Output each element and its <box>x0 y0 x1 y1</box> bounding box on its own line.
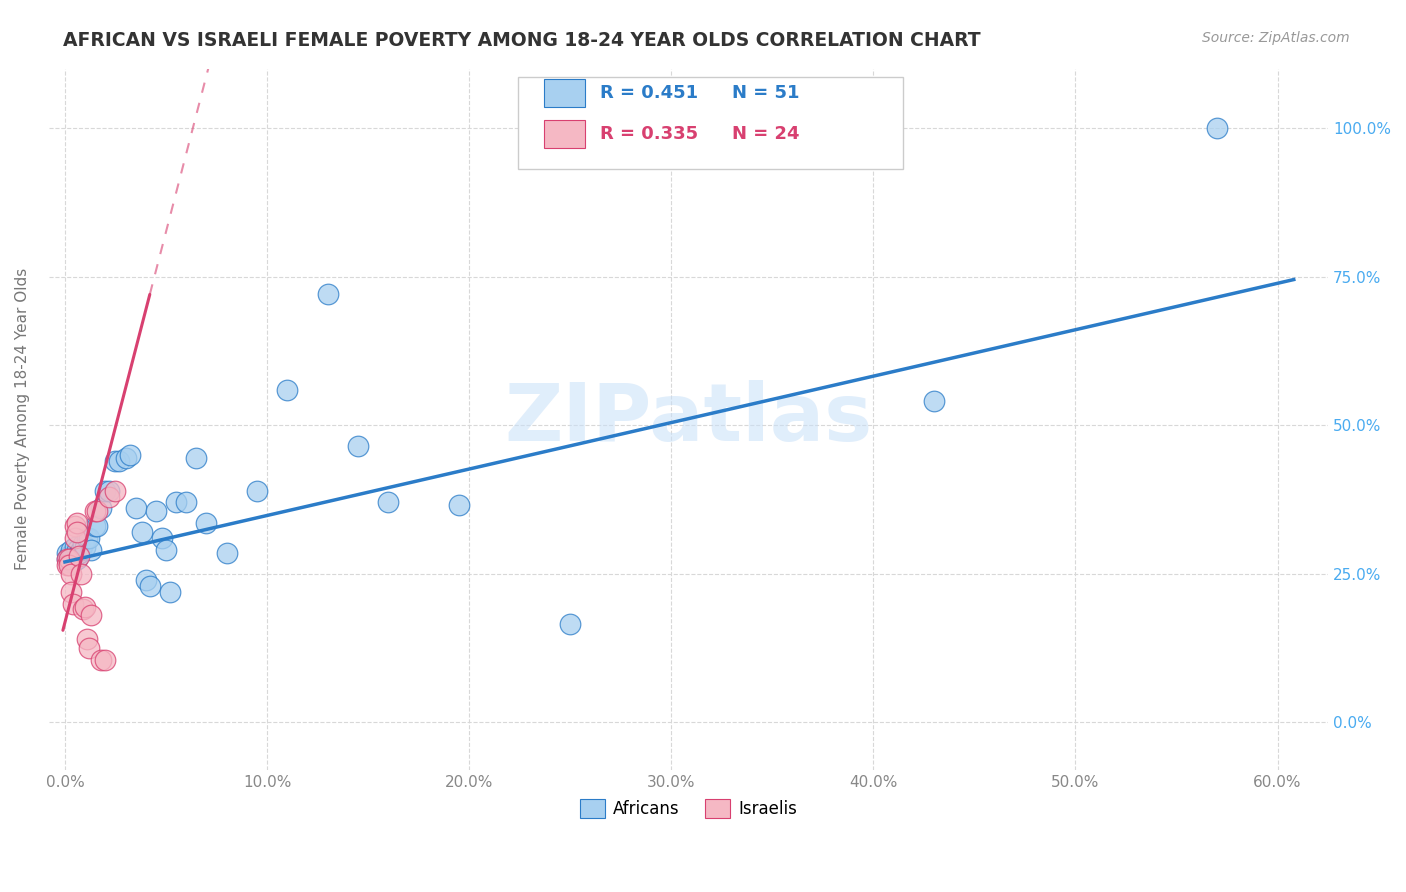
FancyBboxPatch shape <box>519 77 904 169</box>
Point <box>84 504 107 518</box>
Y-axis label: Female Poverty Among 18-24 Year Olds: Female Poverty Among 18-24 Year Olds <box>15 268 30 570</box>
Point <box>98 483 121 498</box>
Point <box>59 584 82 599</box>
Point <box>59 566 82 581</box>
Point <box>114 450 136 465</box>
Point <box>59 543 82 558</box>
Point <box>215 546 238 560</box>
Point <box>56 546 79 560</box>
Point <box>118 448 141 462</box>
Point <box>62 549 84 563</box>
Point <box>316 287 339 301</box>
Legend: Africans, Israelis: Africans, Israelis <box>574 792 804 825</box>
Point <box>76 531 98 545</box>
Point <box>922 394 945 409</box>
Point <box>72 537 94 551</box>
Point <box>104 483 127 498</box>
Point <box>150 531 173 545</box>
Text: N = 24: N = 24 <box>733 125 800 143</box>
Point <box>58 558 80 572</box>
Point <box>131 525 153 540</box>
Point <box>276 383 298 397</box>
Point <box>77 531 100 545</box>
Point <box>84 519 107 533</box>
Point <box>63 549 86 563</box>
Point <box>70 543 93 558</box>
Point <box>66 525 89 540</box>
Point <box>63 531 86 545</box>
Point <box>165 495 187 509</box>
Point <box>63 519 86 533</box>
Point <box>447 499 470 513</box>
Point <box>246 483 269 498</box>
Point <box>58 549 80 563</box>
Point <box>80 608 103 623</box>
Point <box>62 597 84 611</box>
Text: R = 0.451: R = 0.451 <box>600 85 699 103</box>
Point <box>104 454 127 468</box>
Point <box>75 599 97 614</box>
Point <box>90 501 112 516</box>
Bar <box>544 79 585 107</box>
Point <box>77 641 100 656</box>
Point <box>145 504 167 518</box>
Text: N = 51: N = 51 <box>733 85 800 103</box>
Point <box>66 552 89 566</box>
Point <box>58 555 80 569</box>
Point <box>195 516 218 531</box>
Point <box>75 540 97 554</box>
Point <box>155 543 177 558</box>
Point <box>94 483 117 498</box>
Point <box>174 495 197 509</box>
Point <box>90 653 112 667</box>
Point <box>98 490 121 504</box>
Point <box>135 573 157 587</box>
Point <box>72 602 94 616</box>
Point <box>94 653 117 667</box>
Point <box>159 584 181 599</box>
Point <box>59 552 82 566</box>
Point <box>63 540 86 554</box>
Point <box>66 516 89 531</box>
Point <box>56 552 79 566</box>
Text: Source: ZipAtlas.com: Source: ZipAtlas.com <box>1202 31 1350 45</box>
Point <box>347 439 370 453</box>
Point <box>66 543 89 558</box>
Point <box>56 558 79 572</box>
Text: R = 0.335: R = 0.335 <box>600 125 699 143</box>
Text: ZIPatlas: ZIPatlas <box>505 380 873 458</box>
Point <box>70 566 93 581</box>
Point <box>1206 120 1229 135</box>
Point <box>86 504 108 518</box>
Point <box>80 543 103 558</box>
Point <box>58 552 80 566</box>
Point <box>76 632 98 647</box>
Point <box>86 519 108 533</box>
Text: AFRICAN VS ISRAELI FEMALE POVERTY AMONG 18-24 YEAR OLDS CORRELATION CHART: AFRICAN VS ISRAELI FEMALE POVERTY AMONG … <box>63 31 981 50</box>
Point <box>560 617 582 632</box>
Point <box>62 555 84 569</box>
Bar <box>544 120 585 148</box>
Point <box>377 495 399 509</box>
Point <box>67 549 90 563</box>
Point <box>139 579 162 593</box>
Point <box>186 450 208 465</box>
Point <box>67 546 90 560</box>
Point <box>67 546 90 560</box>
Point <box>56 552 79 566</box>
Point <box>108 454 131 468</box>
Point <box>124 501 146 516</box>
